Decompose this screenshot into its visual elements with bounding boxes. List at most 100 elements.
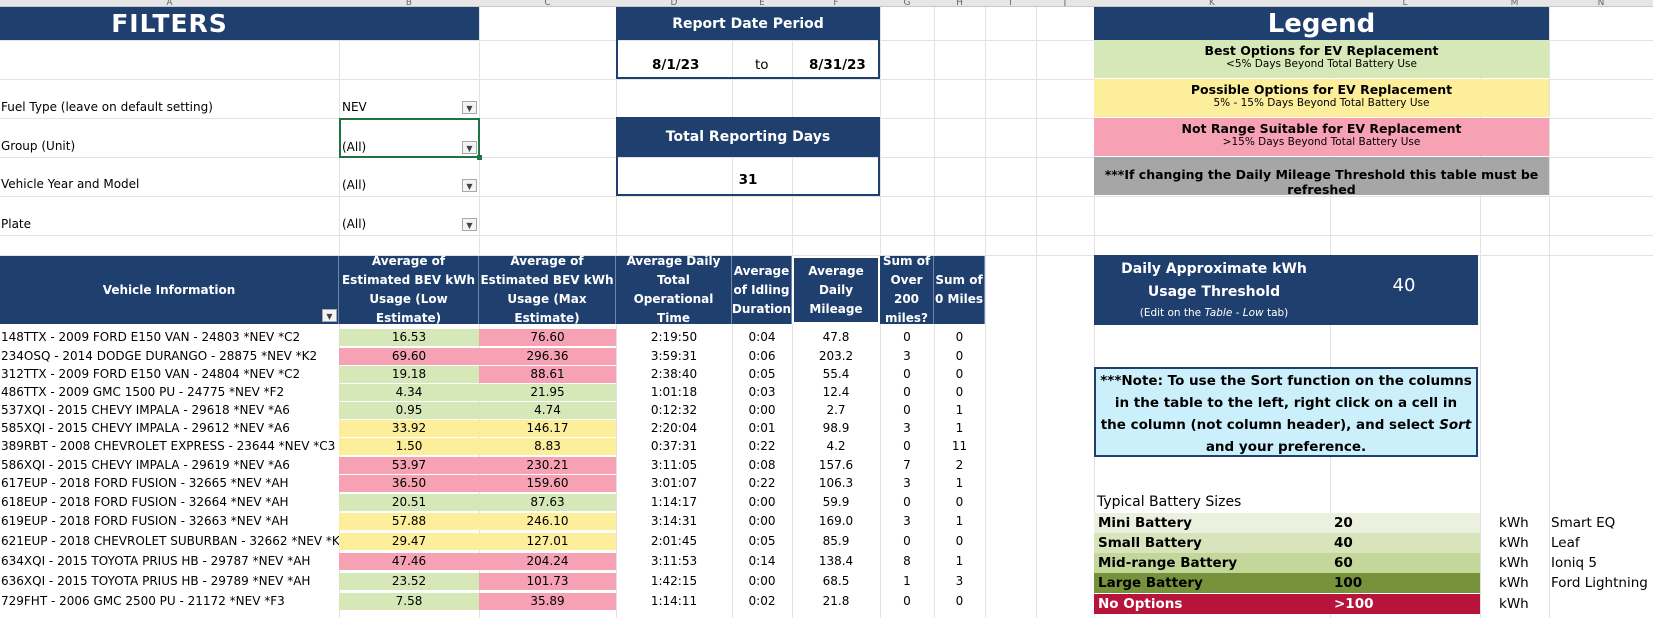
cell-zero[interactable]: 1 <box>955 476 964 490</box>
cell-max[interactable]: 230.21 <box>479 457 616 474</box>
cell-max[interactable]: 87.63 <box>479 494 616 511</box>
cell-vehicle[interactable]: 148TTX - 2009 FORD E150 VAN - 24803 *NEV… <box>1 330 301 344</box>
cell-low[interactable]: 1.50 <box>339 438 479 455</box>
cell-over200[interactable]: 0 <box>903 594 911 608</box>
cell-zero[interactable]: 1 <box>955 554 964 568</box>
cell-mileage[interactable]: 4.2 <box>826 439 846 453</box>
cell-zero[interactable]: 2 <box>955 458 964 472</box>
cell-vehicle[interactable]: 729FHT - 2006 GMC 2500 PU - 21172 *NEV *… <box>1 594 285 608</box>
cell-vehicle[interactable]: 619EUP - 2018 FORD FUSION - 32663 *NEV *… <box>1 514 289 528</box>
cell-mileage[interactable]: 203.2 <box>818 349 854 363</box>
cell-zero[interactable]: 3 <box>955 574 964 588</box>
table-header-3[interactable]: Average Daily Total Operational Time <box>616 254 732 325</box>
fill-handle[interactable] <box>477 155 482 160</box>
cell-idle[interactable]: 0:14 <box>748 554 776 568</box>
filter-value-plate[interactable]: (All) <box>342 217 367 231</box>
cell-op[interactable]: 2:19:50 <box>650 330 698 344</box>
cell-vehicle[interactable]: 389RBT - 2008 CHEVROLET EXPRESS - 23644 … <box>1 439 336 453</box>
cell-idle[interactable]: 0:01 <box>748 421 776 435</box>
table-header-5[interactable]: Average Daily Mileage <box>792 256 880 324</box>
cell-low[interactable]: 29.47 <box>339 533 479 550</box>
cell-zero[interactable]: 1 <box>955 421 964 435</box>
cell-mileage[interactable]: 85.9 <box>822 534 850 548</box>
table-header-0[interactable]: Vehicle Information <box>0 256 339 324</box>
cell-zero[interactable]: 0 <box>955 534 964 548</box>
column-header-b[interactable]: B <box>339 0 480 7</box>
cell-vehicle[interactable]: 537XQI - 2015 CHEVY IMPALA - 29618 *NEV … <box>1 403 290 417</box>
cell-max[interactable]: 88.61 <box>479 366 616 383</box>
cell-max[interactable]: 4.74 <box>479 402 616 419</box>
cell-idle[interactable]: 0:05 <box>748 367 776 381</box>
cell-zero[interactable]: 0 <box>955 349 964 363</box>
cell-max[interactable]: 101.73 <box>479 573 616 590</box>
cell-mileage[interactable]: 59.9 <box>822 495 850 509</box>
cell-low[interactable]: 33.92 <box>339 420 479 437</box>
cell-op[interactable]: 3:59:31 <box>650 349 698 363</box>
cell-zero[interactable]: 11 <box>951 439 968 453</box>
cell-idle[interactable]: 0:06 <box>748 349 776 363</box>
cell-over200[interactable]: 3 <box>903 421 911 435</box>
cell-idle[interactable]: 0:00 <box>748 574 776 588</box>
selected-cell[interactable] <box>339 118 480 158</box>
table-header-1[interactable]: Average of Estimated BEV kWh Usage (Low … <box>339 254 479 325</box>
cell-zero[interactable]: 1 <box>955 514 964 528</box>
cell-vehicle[interactable]: 585XQI - 2015 CHEVY IMPALA - 29612 *NEV … <box>1 421 290 435</box>
cell-zero[interactable]: 0 <box>955 594 964 608</box>
cell-max[interactable]: 35.89 <box>479 593 616 610</box>
cell-low[interactable]: 7.58 <box>339 593 479 610</box>
cell-zero[interactable]: 0 <box>955 495 964 509</box>
column-header-m[interactable]: M <box>1480 0 1550 7</box>
cell-idle[interactable]: 0:05 <box>748 534 776 548</box>
cell-over200[interactable]: 0 <box>903 439 911 453</box>
column-header-f[interactable]: F <box>792 0 881 7</box>
column-header-d[interactable]: D <box>616 0 733 7</box>
cell-low[interactable]: 47.46 <box>339 553 479 570</box>
cell-idle[interactable]: 0:00 <box>748 495 776 509</box>
cell-over200[interactable]: 8 <box>903 554 911 568</box>
cell-op[interactable]: 2:20:04 <box>650 421 698 435</box>
cell-idle[interactable]: 0:04 <box>748 330 776 344</box>
cell-op[interactable]: 3:14:31 <box>650 514 698 528</box>
cell-max[interactable]: 8.83 <box>479 438 616 455</box>
column-header-n[interactable]: N <box>1549 0 1653 7</box>
cell-max[interactable]: 127.01 <box>479 533 616 550</box>
cell-low[interactable]: 23.52 <box>339 573 479 590</box>
cell-over200[interactable]: 3 <box>903 514 911 528</box>
chevron-down-icon[interactable]: ▼ <box>462 218 477 231</box>
cell-mileage[interactable]: 2.7 <box>826 403 846 417</box>
cell-low[interactable]: 16.53 <box>339 329 479 346</box>
cell-over200[interactable]: 3 <box>903 476 911 490</box>
column-header-a[interactable]: A <box>0 0 340 7</box>
chevron-down-icon[interactable]: ▼ <box>462 179 477 192</box>
chevron-down-icon[interactable]: ▼ <box>462 141 477 154</box>
column-header-l[interactable]: L <box>1330 0 1481 7</box>
table-header-6[interactable]: Sum of Over 200 miles? <box>880 254 934 325</box>
cell-vehicle[interactable]: 634XQI - 2015 TOYOTA PRIUS HB - 29787 *N… <box>1 554 311 568</box>
cell-op[interactable]: 1:14:11 <box>650 594 698 608</box>
filter-value-group[interactable]: (All) <box>342 140 367 154</box>
column-header-h[interactable]: H <box>934 0 986 7</box>
cell-low[interactable]: 69.60 <box>339 348 479 365</box>
cell-max[interactable]: 21.95 <box>479 384 616 401</box>
cell-op[interactable]: 3:11:05 <box>650 458 698 472</box>
threshold-value[interactable]: 40 <box>1392 275 1416 296</box>
chevron-down-icon[interactable]: ▼ <box>322 309 337 322</box>
column-header-e[interactable]: E <box>732 0 793 7</box>
column-header-g[interactable]: G <box>880 0 935 7</box>
column-header-i[interactable]: I <box>985 0 1037 7</box>
cell-vehicle[interactable]: 618EUP - 2018 FORD FUSION - 32664 *NEV *… <box>1 495 289 509</box>
column-header-j[interactable]: J <box>1036 0 1095 7</box>
cell-over200[interactable]: 7 <box>903 458 911 472</box>
cell-op[interactable]: 2:38:40 <box>650 367 698 381</box>
cell-op[interactable]: 0:12:32 <box>650 403 698 417</box>
cell-mileage[interactable]: 12.4 <box>822 385 850 399</box>
cell-op[interactable]: 1:14:17 <box>650 495 698 509</box>
cell-over200[interactable]: 0 <box>903 495 911 509</box>
cell-mileage[interactable]: 47.8 <box>822 330 850 344</box>
cell-op[interactable]: 1:42:15 <box>650 574 698 588</box>
cell-max[interactable]: 246.10 <box>479 513 616 530</box>
cell-zero[interactable]: 0 <box>955 385 964 399</box>
cell-low[interactable]: 20.51 <box>339 494 479 511</box>
cell-mileage[interactable]: 21.8 <box>822 594 850 608</box>
cell-over200[interactable]: 0 <box>903 385 911 399</box>
